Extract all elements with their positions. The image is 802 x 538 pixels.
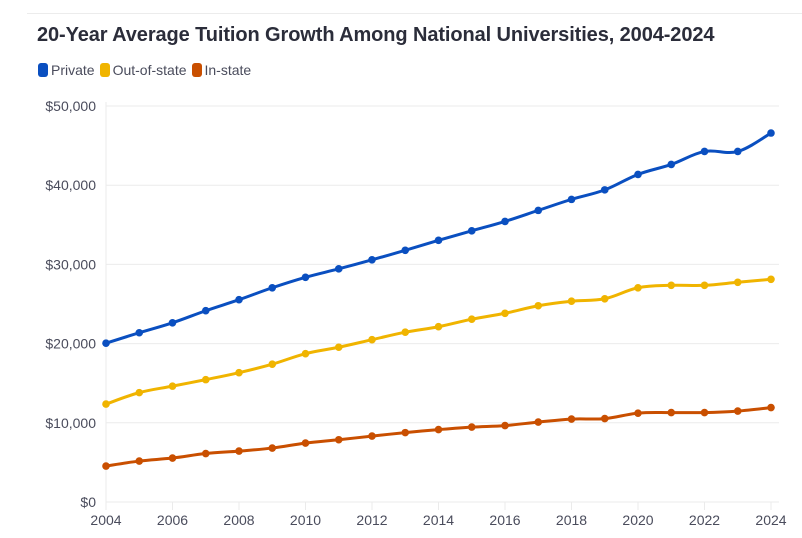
data-point-private — [467, 227, 476, 235]
gridlines — [105, 102, 779, 510]
data-point-out-of-state — [434, 322, 443, 331]
data-point-in-state — [434, 425, 443, 434]
data-point-private — [634, 170, 642, 179]
data-point-out-of-state — [201, 375, 210, 384]
top-divider — [27, 13, 802, 14]
data-point-in-state — [634, 409, 642, 417]
y-tick-label: $40,000 — [45, 177, 96, 193]
data-point-private — [534, 206, 543, 215]
data-point-private — [700, 147, 709, 156]
data-point-private — [600, 186, 609, 194]
legend-item-out-of-state[interactable]: Out-of-state — [99, 62, 187, 78]
legend-swatch-icon — [99, 63, 110, 77]
data-point-out-of-state — [401, 328, 410, 336]
data-point-in-state — [467, 423, 476, 431]
y-tick-label: $10,000 — [45, 415, 96, 431]
data-point-in-state — [667, 408, 676, 417]
data-point-out-of-state — [235, 368, 243, 377]
legend-swatch-icon — [191, 63, 202, 77]
data-point-in-state — [534, 418, 543, 426]
data-point-in-state — [733, 407, 742, 415]
data-point-out-of-state — [733, 278, 742, 287]
data-point-private — [235, 295, 243, 304]
data-point-out-of-state — [700, 281, 709, 290]
legend-swatch-icon — [38, 63, 48, 77]
data-point-private — [434, 236, 443, 245]
data-point-in-state — [301, 439, 310, 447]
data-point-private — [401, 246, 410, 255]
series-points — [102, 129, 775, 470]
x-tick-label: 2010 — [290, 512, 321, 528]
data-point-private — [501, 217, 509, 226]
data-point-out-of-state — [268, 360, 277, 368]
data-point-out-of-state — [334, 343, 343, 352]
data-point-out-of-state — [634, 283, 642, 292]
y-tick-label: $50,000 — [45, 98, 96, 114]
x-tick-label: 2016 — [489, 512, 520, 528]
data-point-in-state — [201, 449, 210, 458]
data-point-private — [301, 273, 310, 282]
data-point-out-of-state — [501, 309, 509, 318]
x-tick-label: 2014 — [423, 512, 454, 528]
data-point-private — [368, 256, 376, 264]
data-point-private — [268, 283, 277, 292]
x-tick-label: 2006 — [157, 512, 188, 528]
x-tick-label: 2008 — [223, 512, 254, 528]
legend-item-private[interactable]: Private — [38, 62, 95, 78]
data-point-out-of-state — [168, 382, 177, 390]
data-point-in-state — [501, 421, 509, 430]
data-point-in-state — [135, 457, 144, 465]
legend-item-in-state[interactable]: In-state — [191, 62, 252, 78]
x-tick-label: 2018 — [556, 512, 587, 528]
data-point-private — [767, 129, 775, 137]
legend: Private Out-of-state In-state — [38, 62, 256, 78]
data-point-out-of-state — [567, 297, 576, 306]
legend-label: Private — [51, 62, 95, 78]
series-line-out-of-state — [104, 277, 773, 406]
data-point-out-of-state — [102, 400, 110, 408]
data-point-in-state — [268, 444, 277, 452]
data-point-in-state — [600, 414, 609, 423]
x-tick-label: 2012 — [356, 512, 387, 528]
data-point-in-state — [235, 447, 243, 455]
y-tick-label: $0 — [80, 494, 96, 510]
y-axis: $0 $10,000 $20,000 $30,000 $40,000 $50,000 — [45, 98, 96, 510]
legend-label: In-state — [204, 62, 252, 78]
chart-title: 20-Year Average Tuition Growth Among Nat… — [37, 24, 715, 46]
data-point-out-of-state — [368, 335, 376, 344]
data-point-private — [667, 160, 676, 169]
data-point-private — [102, 339, 110, 348]
x-tick-label: 2004 — [90, 512, 121, 528]
data-point-in-state — [700, 408, 709, 417]
data-point-private — [168, 318, 177, 327]
legend-label: Out-of-state — [112, 62, 187, 78]
data-point-private — [334, 265, 343, 273]
data-point-in-state — [168, 454, 177, 462]
data-point-out-of-state — [135, 388, 144, 397]
x-tick-label: 2020 — [622, 512, 653, 528]
x-tick-label: 2022 — [689, 512, 720, 528]
data-point-out-of-state — [767, 275, 775, 284]
data-point-out-of-state — [667, 281, 676, 290]
data-point-out-of-state — [467, 315, 476, 324]
data-point-in-state — [334, 435, 343, 444]
data-point-private — [201, 306, 210, 315]
data-point-private — [567, 195, 576, 204]
x-tick-label: 2024 — [755, 512, 786, 528]
data-point-private — [733, 147, 742, 156]
data-point-private — [135, 328, 144, 337]
y-tick-label: $30,000 — [45, 256, 96, 272]
y-tick-label: $20,000 — [45, 336, 96, 352]
data-point-out-of-state — [301, 349, 310, 358]
data-point-in-state — [368, 432, 376, 440]
x-axis: 2004 2006 2008 2010 2012 2014 2016 2018 2020 2022… — [90, 502, 787, 528]
data-point-out-of-state — [534, 301, 543, 310]
data-point-out-of-state — [600, 294, 609, 303]
data-point-in-state — [102, 462, 110, 470]
data-point-in-state — [567, 415, 576, 423]
data-point-in-state — [767, 403, 775, 412]
data-point-in-state — [401, 428, 410, 437]
